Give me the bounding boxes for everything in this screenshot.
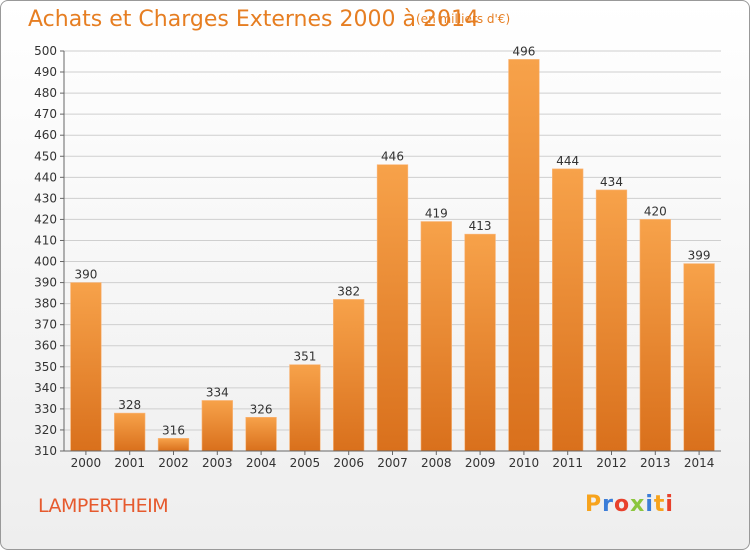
data-label-2012: 434 [600, 175, 623, 189]
y-tick-label: 470 [34, 107, 57, 121]
data-label-2013: 420 [644, 204, 667, 218]
y-tick-label: 490 [34, 65, 57, 79]
logo-letter: t [653, 492, 666, 517]
x-tick-label-2002: 2002 [158, 456, 189, 470]
bar-2002 [157, 438, 190, 452]
bar-2005 [289, 364, 321, 452]
bar-2010 [508, 59, 540, 452]
logo-letter: P [585, 492, 603, 517]
data-label-2002: 316 [162, 423, 185, 437]
y-tick-label: 320 [34, 423, 57, 437]
y-tick-label: 500 [34, 44, 57, 58]
data-label-2000: 390 [74, 268, 97, 282]
proxiti-logo: Proxiti [585, 492, 674, 517]
bar-2012 [595, 189, 628, 452]
x-tick-label-2006: 2006 [333, 456, 364, 470]
y-tick-label: 480 [34, 86, 57, 100]
x-tick-label-2008: 2008 [421, 456, 452, 470]
y-tick-label: 380 [34, 297, 57, 311]
y-tick-label: 360 [34, 339, 57, 353]
bar-2000 [70, 282, 102, 452]
logo-letter: r [602, 492, 614, 517]
x-tick-label-2012: 2012 [596, 456, 627, 470]
bar-2008 [420, 221, 452, 452]
y-tick-label: 400 [34, 255, 57, 269]
bar-2009 [464, 233, 496, 452]
y-tick-label: 390 [34, 276, 57, 290]
x-tick-label-2009: 2009 [465, 456, 496, 470]
bar-2011 [552, 168, 584, 452]
y-tick-label: 430 [34, 191, 57, 205]
bar-2007 [376, 164, 409, 452]
x-tick-label-2013: 2013 [640, 456, 671, 470]
chart-title: Achats et Charges Externes 2000 à 2014 [28, 7, 479, 32]
x-tick-label-2000: 2000 [71, 456, 102, 470]
y-tick-label: 440 [34, 170, 57, 184]
bar-2004 [245, 417, 277, 452]
bar-2003 [201, 400, 233, 452]
data-label-2003: 334 [206, 385, 229, 399]
x-tick-label-2004: 2004 [246, 456, 277, 470]
y-tick-label: 370 [34, 318, 57, 332]
y-tick-label: 340 [34, 381, 57, 395]
logo-letter: i [645, 492, 654, 517]
y-tick-label: 330 [34, 402, 57, 416]
bar-2001 [114, 412, 146, 452]
bar-2014 [683, 263, 715, 452]
data-label-2004: 326 [250, 402, 273, 416]
data-label-2008: 419 [425, 207, 448, 221]
data-label-2001: 328 [118, 398, 141, 412]
y-tick-label: 410 [34, 233, 57, 247]
x-tick-label-2014: 2014 [684, 456, 715, 470]
data-label-2014: 399 [688, 249, 711, 263]
x-tick-label-2001: 2001 [114, 456, 145, 470]
x-tick-label-2007: 2007 [377, 456, 408, 470]
data-label-2009: 413 [469, 219, 492, 233]
logo-letter: o [613, 492, 631, 517]
x-tick-label-2010: 2010 [509, 456, 540, 470]
data-label-2007: 446 [381, 150, 404, 164]
data-label-2005: 351 [293, 350, 316, 364]
data-label-2010: 496 [512, 44, 535, 58]
y-tick-label: 310 [34, 444, 57, 458]
data-label-2006: 382 [337, 284, 360, 298]
logo-letter: x [630, 492, 646, 517]
y-tick-label: 450 [34, 149, 57, 163]
logo-letter: i [665, 492, 674, 517]
x-tick-label-2003: 2003 [202, 456, 233, 470]
bar-2006 [333, 299, 365, 452]
chart-subtitle: (en milliers d'€) [416, 12, 511, 26]
data-label-2011: 444 [556, 154, 579, 168]
y-tick-label: 350 [34, 360, 57, 374]
x-tick-label-2011: 2011 [552, 456, 583, 470]
bar-2013 [639, 219, 671, 452]
y-tick-label: 420 [34, 212, 57, 226]
y-tick-label: 460 [34, 128, 57, 142]
city-name: LAMPERTHEIM [38, 495, 169, 517]
x-tick-label-2005: 2005 [290, 456, 321, 470]
